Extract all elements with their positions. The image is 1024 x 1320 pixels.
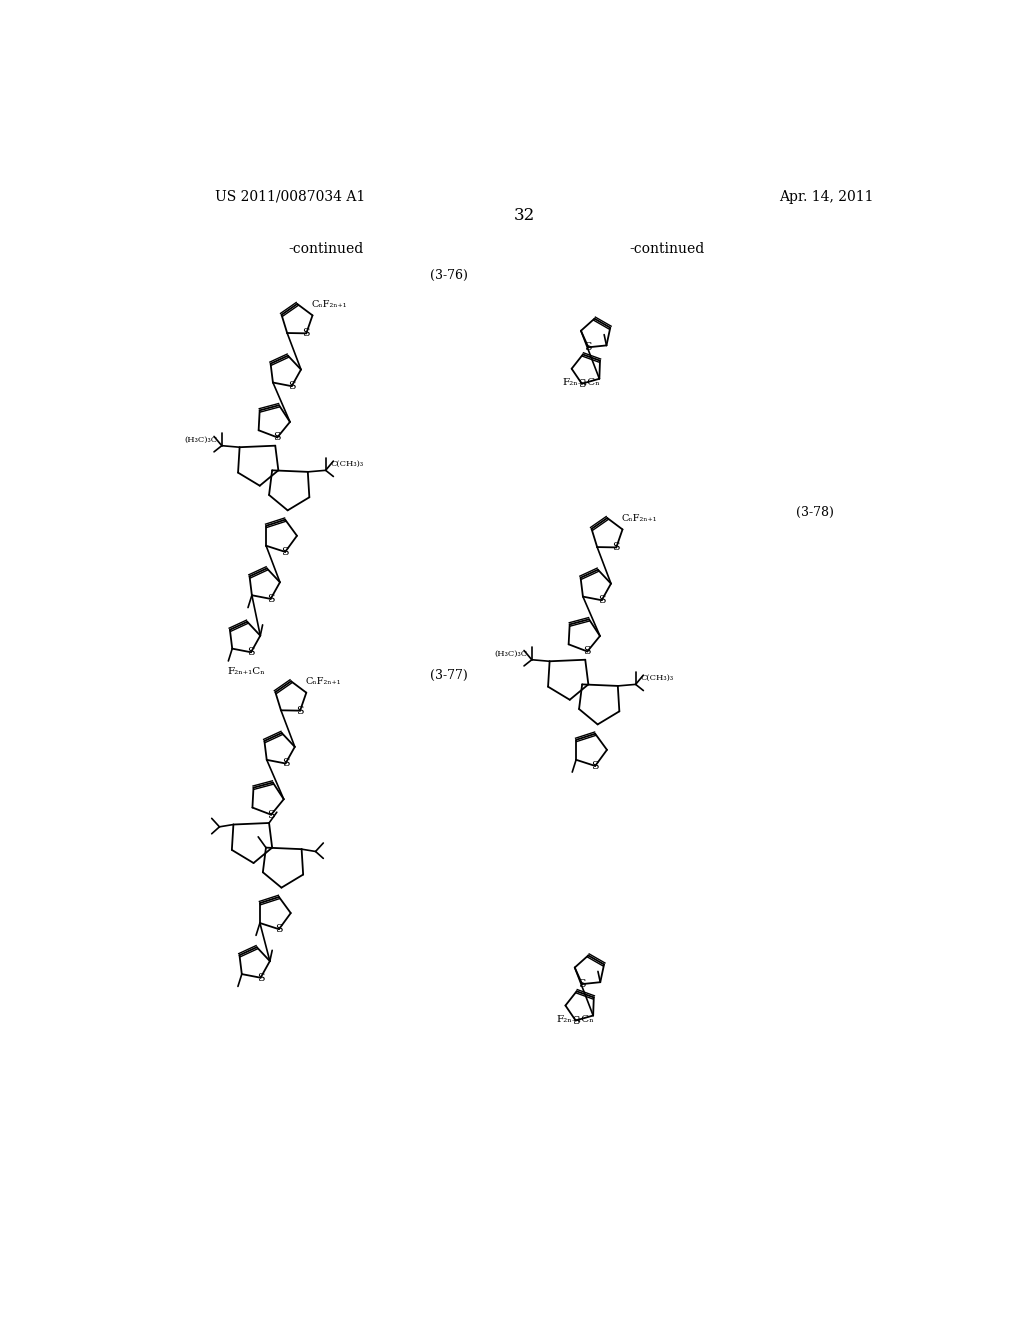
Text: -continued: -continued [288,243,364,256]
Text: S: S [578,379,586,388]
Text: C(CH₃)₃: C(CH₃)₃ [640,675,674,682]
Text: S: S [585,342,592,352]
Text: S: S [257,973,264,982]
Text: S: S [267,594,274,603]
Text: CₙF₂ₙ₊₁: CₙF₂ₙ₊₁ [311,300,347,309]
Text: S: S [267,809,275,820]
Text: CₙF₂ₙ₊₁: CₙF₂ₙ₊₁ [305,677,341,686]
Text: S: S [275,924,283,935]
Text: F₂ₙ₊₁Cₙ: F₂ₙ₊₁Cₙ [562,378,600,387]
Text: F₂ₙ₊₁Cₙ: F₂ₙ₊₁Cₙ [556,1015,594,1024]
Text: CₙF₂ₙ₊₁: CₙF₂ₙ₊₁ [622,515,657,523]
Text: 32: 32 [514,207,536,224]
Text: S: S [247,647,255,657]
Text: F₂ₙ₊₁Cₙ: F₂ₙ₊₁Cₙ [227,667,265,676]
Text: US 2011/0087034 A1: US 2011/0087034 A1 [215,190,365,203]
Text: S: S [584,647,591,656]
Text: S: S [302,329,310,338]
Text: (H₃C)₃C: (H₃C)₃C [494,649,527,657]
Text: (3-78): (3-78) [796,506,834,519]
Text: S: S [598,595,605,606]
Text: S: S [282,759,290,768]
Text: S: S [579,979,586,989]
Text: S: S [273,433,282,442]
Text: S: S [296,706,304,715]
Text: S: S [591,760,599,771]
Text: S: S [612,543,621,552]
Text: Apr. 14, 2011: Apr. 14, 2011 [779,190,873,203]
Text: (H₃C)₃C: (H₃C)₃C [184,436,217,444]
Text: S: S [282,546,289,557]
Text: C(CH₃)₃: C(CH₃)₃ [331,461,364,469]
Text: S: S [288,381,296,391]
Text: S: S [571,1015,580,1026]
Text: (3-76): (3-76) [430,269,468,282]
Text: (3-77): (3-77) [430,669,468,682]
Text: -continued: -continued [629,243,705,256]
